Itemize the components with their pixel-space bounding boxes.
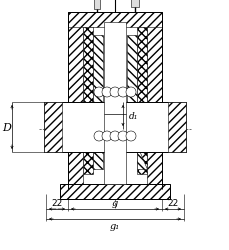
Polygon shape [136, 28, 146, 115]
Circle shape [109, 88, 120, 98]
Polygon shape [126, 36, 136, 115]
Circle shape [109, 132, 120, 141]
Polygon shape [83, 28, 93, 115]
Polygon shape [44, 102, 185, 152]
Circle shape [125, 132, 135, 141]
Circle shape [117, 132, 128, 141]
Circle shape [117, 88, 128, 98]
Polygon shape [131, 0, 138, 8]
Polygon shape [93, 122, 103, 169]
Circle shape [101, 132, 112, 141]
Polygon shape [146, 114, 161, 189]
Polygon shape [60, 184, 169, 199]
Polygon shape [126, 122, 146, 169]
Polygon shape [44, 102, 62, 152]
Polygon shape [104, 23, 125, 114]
Text: 22: 22 [167, 198, 178, 207]
Polygon shape [93, 36, 103, 115]
Circle shape [125, 88, 135, 98]
Text: d₁: d₁ [128, 112, 138, 120]
Polygon shape [68, 13, 161, 28]
Text: 22: 22 [51, 198, 62, 207]
Polygon shape [94, 0, 100, 10]
Text: g₁: g₁ [109, 221, 120, 230]
Circle shape [101, 88, 112, 98]
Circle shape [94, 88, 104, 98]
Circle shape [94, 132, 104, 141]
Polygon shape [83, 114, 93, 174]
Polygon shape [104, 114, 125, 184]
Polygon shape [68, 13, 83, 114]
Polygon shape [167, 102, 185, 152]
Text: g: g [111, 198, 118, 207]
Polygon shape [146, 13, 161, 114]
Polygon shape [68, 114, 83, 189]
Polygon shape [136, 114, 146, 174]
Text: D: D [3, 122, 11, 132]
